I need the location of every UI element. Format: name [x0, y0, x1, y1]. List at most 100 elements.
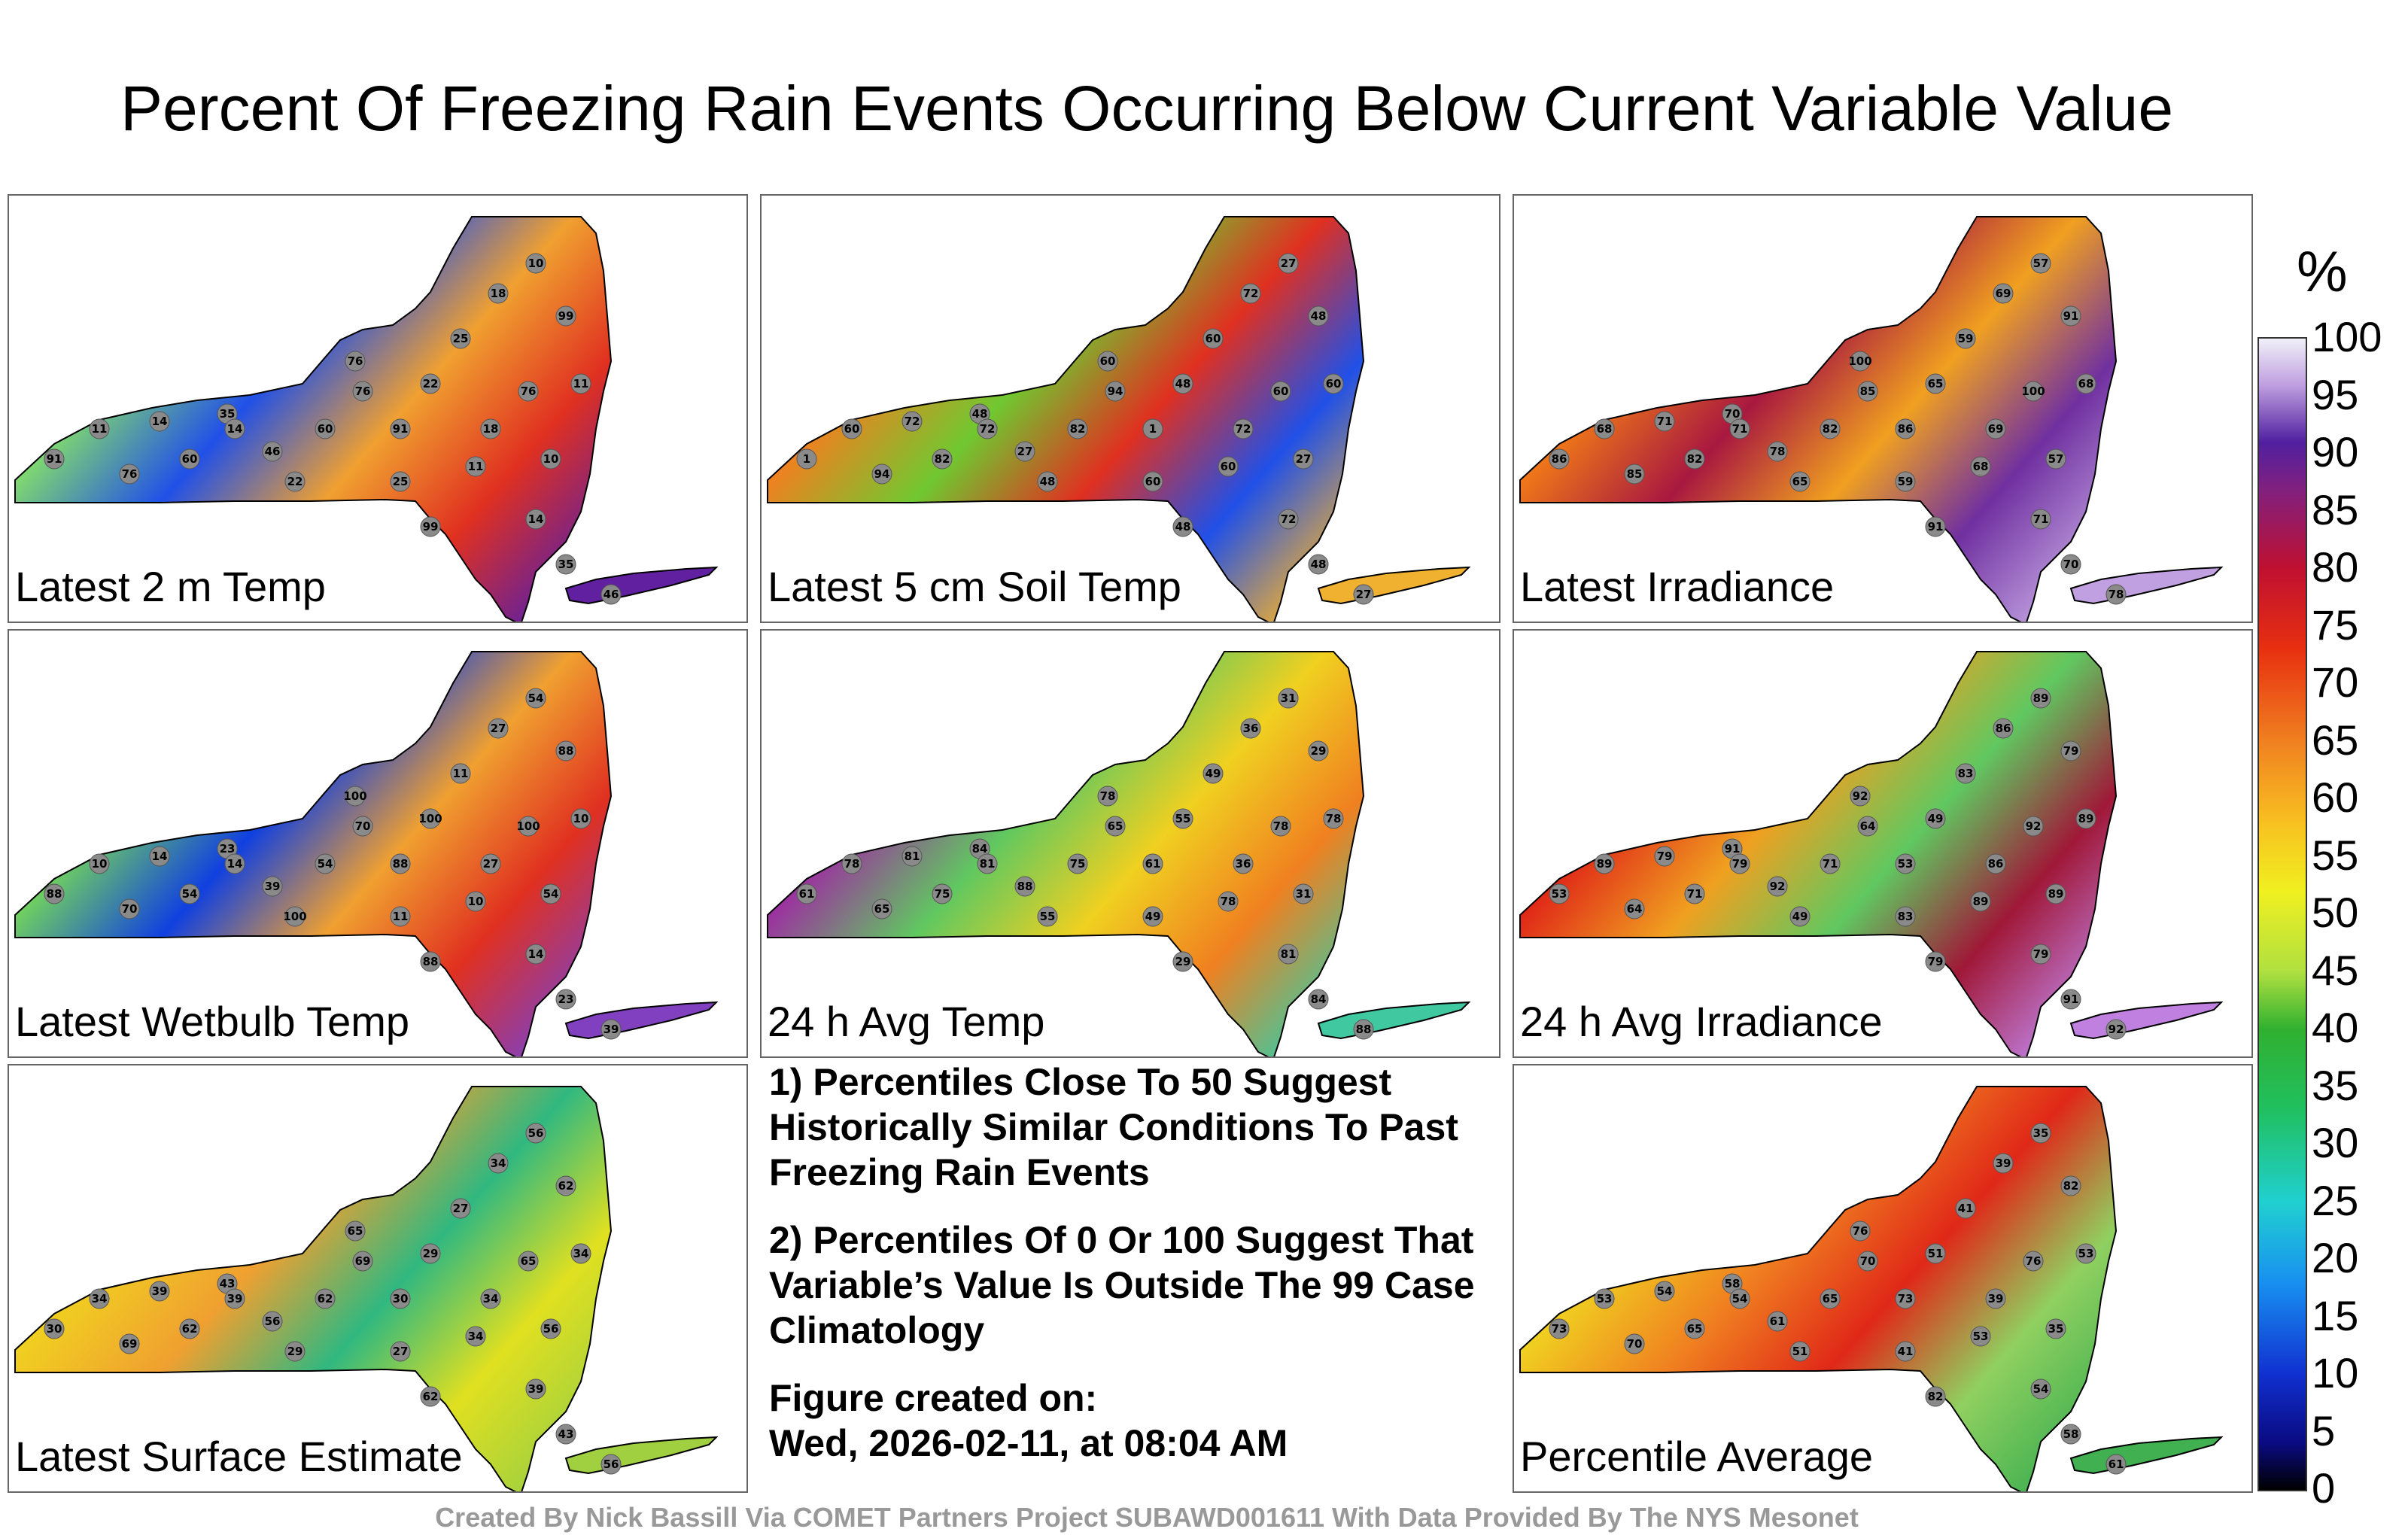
ny-state-outline	[1519, 1086, 2118, 1491]
station-value: 53	[1973, 1330, 1989, 1343]
station-value: 53	[2078, 1247, 2094, 1260]
colorbar-tick: 95	[2312, 370, 2359, 418]
station-marker	[488, 283, 509, 304]
station-value: 76	[122, 467, 138, 481]
station-marker	[1970, 1326, 1991, 1347]
colorbar-tick: 90	[2312, 428, 2359, 476]
station-value: 39	[528, 1382, 544, 1396]
station-value: 60	[318, 422, 333, 436]
station-marker	[555, 554, 576, 575]
map-panel-24h-avg-irradiance: 89 79 91 92 71 64 53 49 83 86 89 79 92 89 79 91 92 71 64 53…	[1513, 629, 2253, 1058]
station-value: 18	[491, 287, 506, 300]
colorbar-tick: 35	[2312, 1061, 2359, 1109]
station-marker	[488, 1153, 509, 1174]
state-map: 7881848875656155493631297878818488756561…	[767, 651, 1471, 1056]
station-marker	[2023, 381, 2044, 402]
station-value: 27	[1296, 452, 1312, 466]
station-value: 58	[2063, 1427, 2079, 1441]
station-value: 84	[1311, 992, 1327, 1006]
station-value: 100	[418, 812, 442, 825]
station-value: 27	[453, 1202, 469, 1215]
station-marker	[284, 906, 306, 927]
station-marker	[1270, 816, 1291, 837]
station-value: 46	[604, 588, 619, 601]
station-marker	[1278, 509, 1299, 530]
station-marker	[555, 740, 576, 761]
station-value: 71	[1732, 422, 1748, 436]
station-value: 76	[1853, 1224, 1868, 1238]
station-marker	[555, 305, 576, 327]
station-value: 78	[1326, 812, 1342, 825]
station-marker	[480, 418, 501, 439]
station-marker	[1549, 448, 1570, 470]
colorbar-tick: 60	[2312, 774, 2359, 821]
station-marker	[1925, 516, 1946, 537]
station-value: 65	[521, 1254, 537, 1268]
station-marker	[1549, 883, 1570, 904]
station-marker	[518, 381, 539, 402]
station-value: 34	[92, 1292, 108, 1306]
station-value: 79	[1657, 850, 1673, 863]
station-value: 48	[1311, 558, 1327, 571]
station-value: 29	[1175, 955, 1191, 968]
station-marker	[932, 448, 953, 470]
station-marker	[1218, 456, 1239, 477]
station-marker	[1895, 906, 1916, 927]
station-marker	[119, 1333, 140, 1354]
station-marker	[570, 1243, 591, 1264]
station-value: 76	[2026, 1254, 2042, 1268]
station-marker	[600, 1454, 622, 1475]
station-value: 43	[558, 1427, 574, 1441]
station-value: 64	[1860, 819, 1876, 833]
station-marker	[149, 411, 170, 432]
station-marker	[1993, 283, 2014, 304]
station-marker	[977, 418, 998, 439]
station-marker	[2023, 1251, 2044, 1272]
colorbar-tick: 80	[2312, 543, 2359, 591]
station-value: 68	[2078, 377, 2094, 391]
station-marker	[224, 1288, 245, 1309]
station-value: 79	[2033, 947, 2049, 961]
station-value: 94	[1108, 385, 1123, 398]
station-value: 56	[265, 1315, 281, 1328]
station-value: 85	[1627, 467, 1643, 481]
station-marker	[1218, 891, 1239, 912]
station-marker	[1993, 718, 2014, 739]
station-value: 55	[1175, 812, 1191, 825]
station-marker	[345, 351, 366, 372]
station-marker	[871, 464, 892, 485]
station-marker	[1172, 373, 1193, 394]
station-value: 39	[1996, 1157, 2011, 1170]
station-value: 100	[516, 819, 540, 833]
station-marker	[345, 786, 366, 807]
station-value: 86	[1988, 857, 2004, 871]
station-marker	[2030, 944, 2051, 965]
station-value: 35	[220, 407, 236, 421]
station-value: 18	[483, 422, 499, 436]
station-marker	[540, 1318, 561, 1339]
station-marker	[480, 1288, 501, 1309]
station-marker	[1654, 846, 1675, 867]
station-value: 82	[1070, 422, 1086, 436]
station-value: 86	[1996, 722, 2011, 735]
map-panel-surface-estimate: 34 39 43 56 62 69 30 29 27 34 56 62 65 34 39 43 56 62 69 30…	[8, 1064, 748, 1493]
station-marker	[1308, 554, 1329, 575]
station-value: 23	[558, 992, 574, 1006]
station-value: 60	[1100, 354, 1116, 368]
station-value: 51	[1928, 1247, 1944, 1260]
station-value: 69	[355, 1254, 371, 1268]
station-value: 61	[2109, 1457, 2124, 1471]
station-marker	[1014, 441, 1035, 462]
station-marker	[1925, 1243, 1946, 1264]
station-value: 89	[1597, 857, 1613, 871]
station-marker	[1895, 471, 1916, 492]
station-value: 49	[1145, 910, 1161, 923]
station-value: 49	[1928, 812, 1944, 825]
station-value: 72	[1281, 512, 1297, 526]
long-island-outline	[2069, 566, 2224, 605]
station-marker	[2045, 883, 2066, 904]
station-marker	[1654, 1281, 1675, 1302]
station-value: 14	[227, 857, 243, 871]
station-marker	[2105, 1019, 2127, 1040]
panel-label: Latest 5 cm Soil Temp	[768, 563, 1181, 610]
